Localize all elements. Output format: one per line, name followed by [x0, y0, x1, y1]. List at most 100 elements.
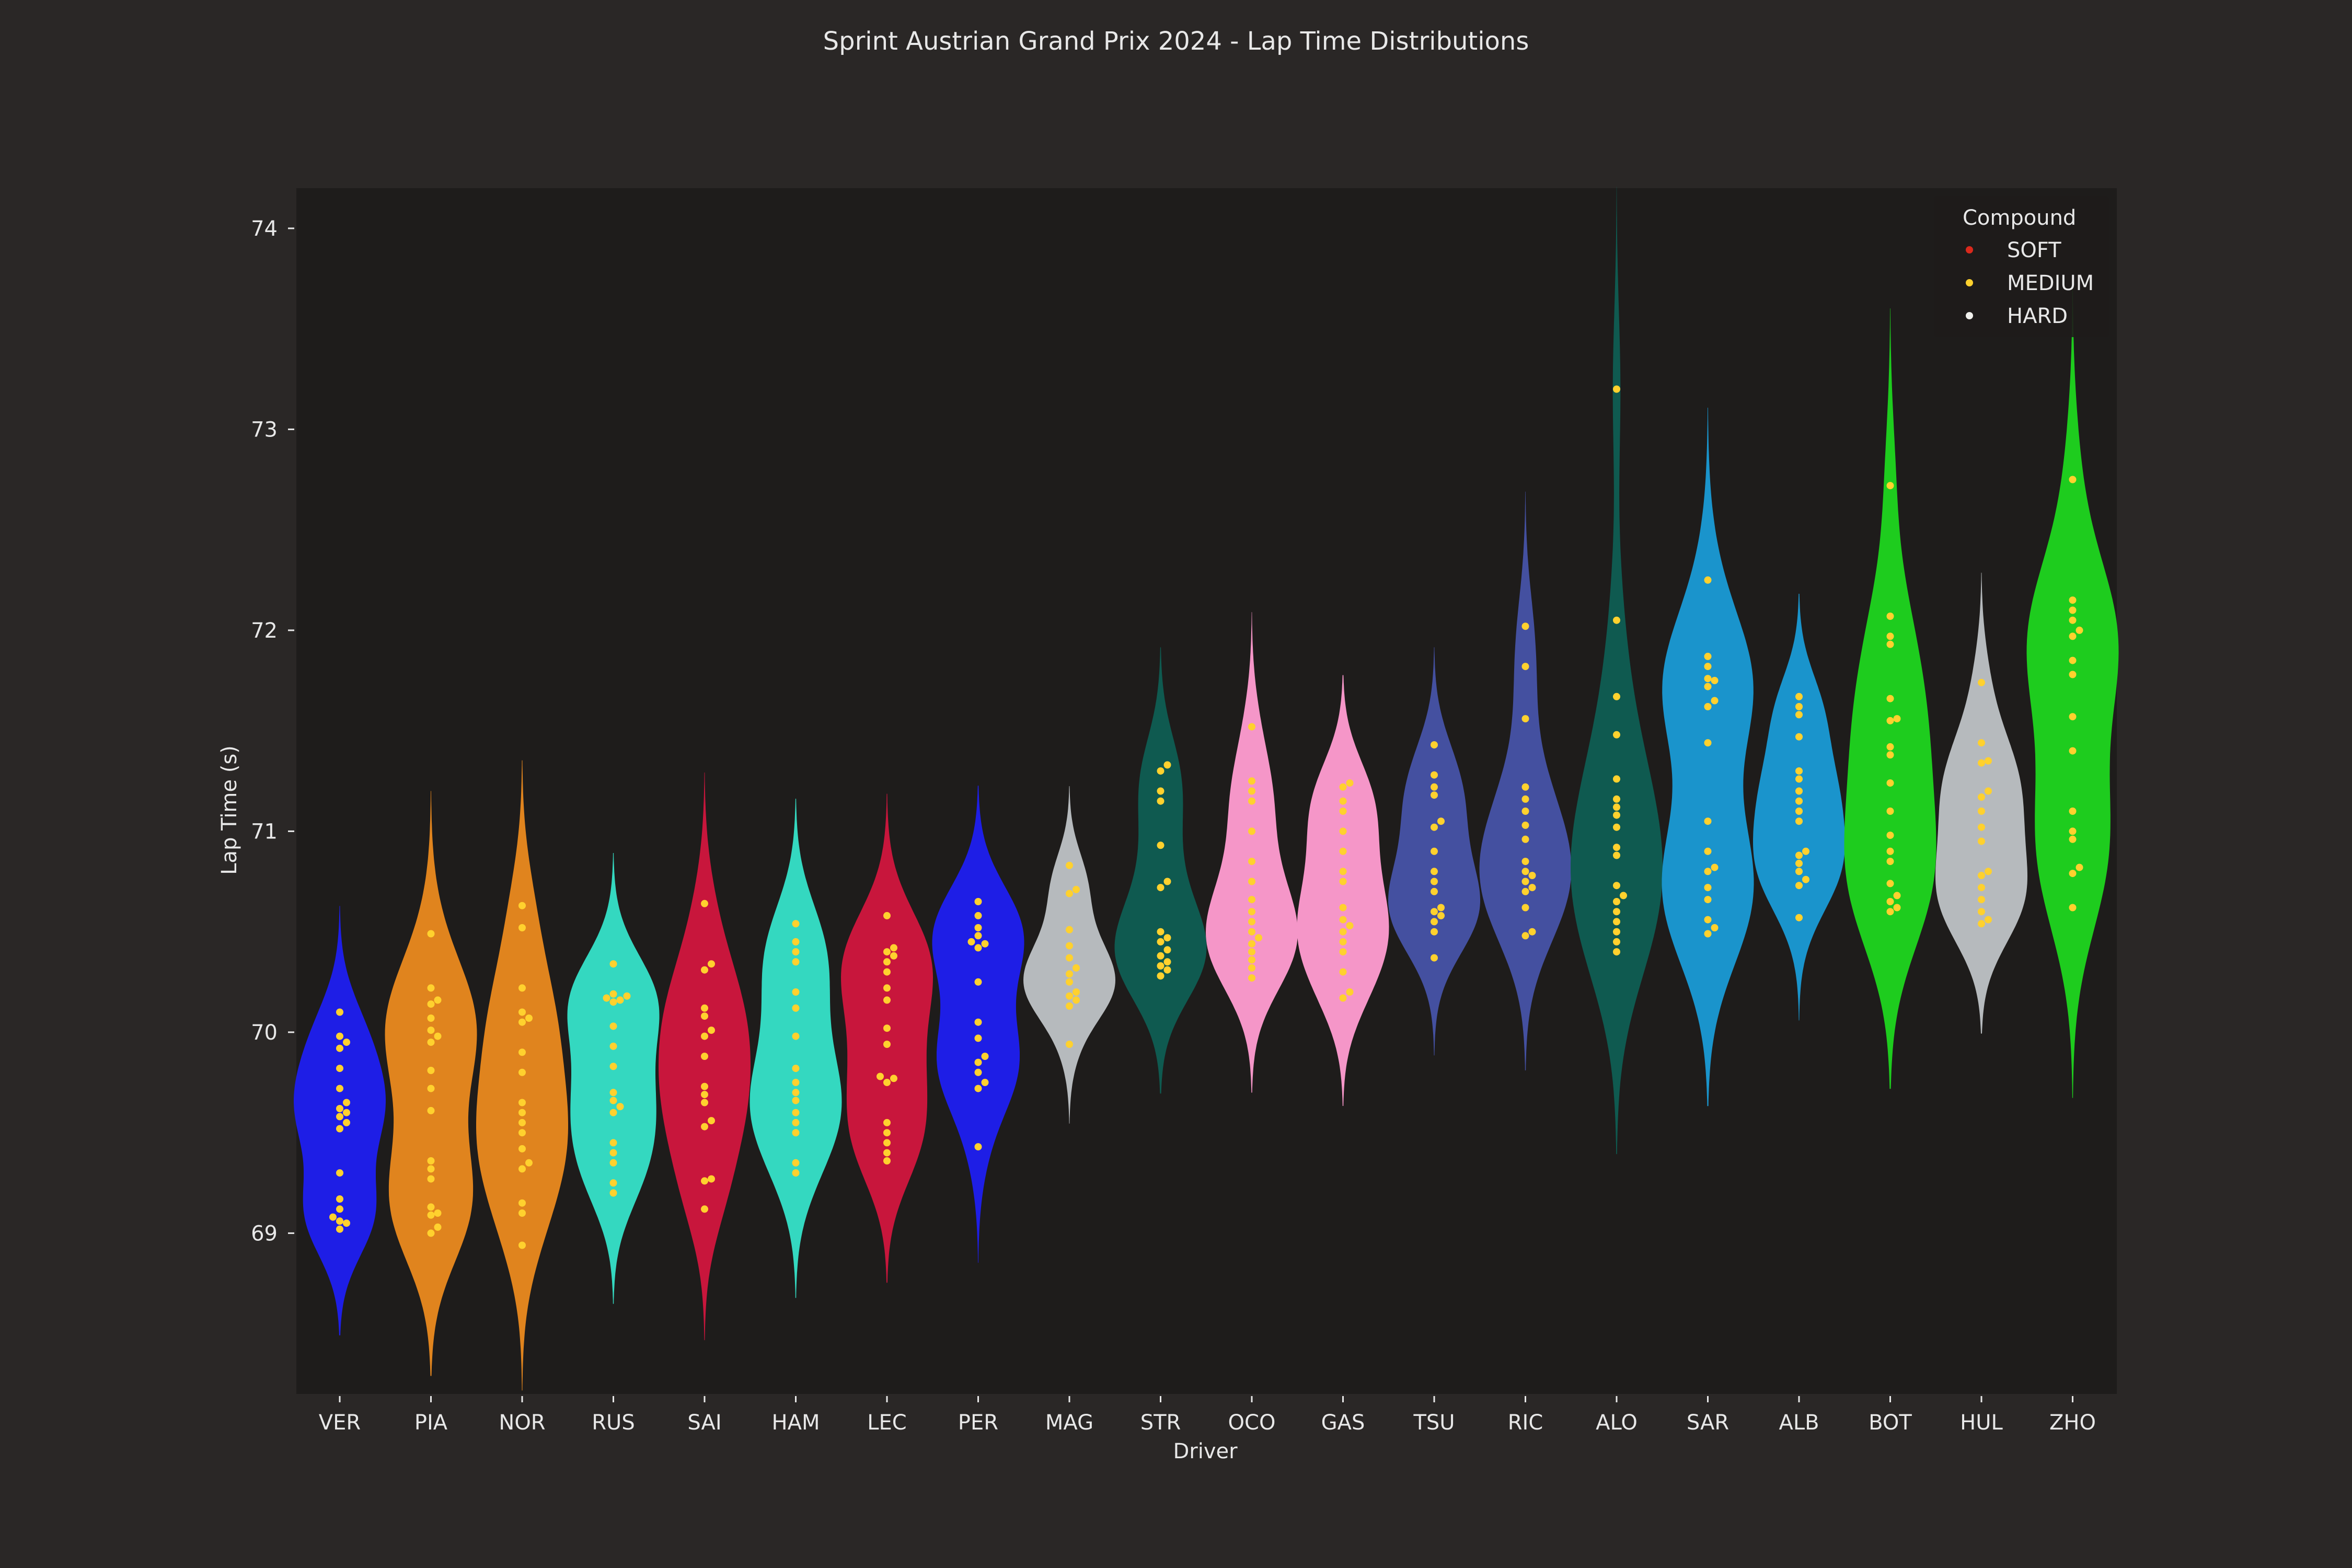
lap-point [1431, 823, 1438, 831]
lap-point [1157, 972, 1165, 980]
violin-rus [567, 853, 660, 1304]
lap-point [336, 1125, 343, 1133]
lap-point [1978, 678, 1985, 686]
lap-point [1157, 841, 1165, 849]
lap-point [427, 984, 435, 992]
lap-point [1437, 904, 1445, 912]
lap-point [427, 1175, 435, 1183]
lap-point [1248, 878, 1255, 885]
lap-point [1431, 868, 1438, 875]
lap-point [1248, 956, 1255, 964]
lap-point [1704, 817, 1712, 825]
lap-point [708, 1175, 715, 1183]
lap-point [1248, 797, 1255, 805]
lap-point [1431, 928, 1438, 936]
lap-point [427, 1165, 435, 1173]
lap-point [1248, 964, 1255, 972]
lap-point [981, 1079, 989, 1086]
lap-point [981, 1053, 989, 1060]
lap-point [1157, 952, 1165, 960]
lap-point [1346, 988, 1354, 996]
violin-zho [2026, 289, 2119, 1098]
lap-point [427, 1027, 435, 1034]
lap-point [518, 1109, 526, 1116]
lap-point [518, 1048, 526, 1056]
lap-point [1795, 703, 1803, 710]
lap-point [1795, 914, 1803, 921]
lap-point [701, 1032, 708, 1040]
lap-point [1157, 797, 1165, 805]
lap-point [1613, 811, 1620, 819]
lap-point [609, 1149, 617, 1157]
lap-point [2069, 656, 2077, 664]
lap-point [883, 1041, 891, 1048]
lap-point [1886, 898, 1894, 905]
lap-point [2069, 671, 2077, 678]
legend-marker-soft [1966, 246, 1973, 253]
lap-point [883, 1149, 891, 1157]
lap-point [701, 966, 708, 974]
lap-point [1613, 795, 1620, 803]
lap-point [1978, 872, 1985, 879]
lap-point [336, 1225, 343, 1233]
x-tick-label: HAM [772, 1411, 820, 1435]
lap-point [792, 1089, 800, 1097]
lap-point [518, 1199, 526, 1207]
lap-point [1886, 695, 1894, 702]
lap-point [329, 1213, 337, 1221]
lap-point [1795, 787, 1803, 795]
lap-point [1795, 808, 1803, 815]
lap-point [1704, 576, 1712, 584]
lap-point [1157, 884, 1165, 892]
lap-point [343, 1099, 350, 1106]
lap-point [1978, 808, 1985, 815]
lap-point [1886, 482, 1894, 490]
lap-point [701, 1012, 708, 1020]
lap-point [1066, 1041, 1073, 1048]
lap-point [1066, 992, 1073, 1000]
lap-point [1157, 787, 1165, 795]
legend-box [1934, 196, 2109, 337]
lap-point [434, 1223, 442, 1231]
x-tick-label: RIC [1508, 1411, 1543, 1435]
lap-point [883, 958, 891, 966]
y-tick-label: 72 [251, 619, 278, 643]
lap-point [336, 1195, 343, 1203]
lap-point [792, 1119, 800, 1126]
lap-point [1066, 861, 1073, 869]
lap-point [1431, 878, 1438, 885]
lap-point [427, 1039, 435, 1046]
lap-point [1795, 775, 1803, 783]
lap-point [1802, 875, 1809, 883]
x-tick-label: MAG [1045, 1411, 1093, 1435]
lap-point [1431, 783, 1438, 791]
lap-point [427, 1211, 435, 1219]
lap-point [1066, 954, 1073, 962]
lap-point [609, 1097, 617, 1104]
lap-point [883, 968, 891, 976]
lap-point [1437, 912, 1445, 919]
lap-point [1073, 996, 1080, 1004]
lap-point [1248, 827, 1255, 835]
lap-point [883, 984, 891, 992]
lap-point [609, 1159, 617, 1167]
x-axis-title: Driver [1173, 1439, 1238, 1463]
lap-point [1528, 884, 1536, 892]
lap-point [1795, 851, 1803, 859]
lap-point [1704, 847, 1712, 855]
lap-point [792, 1079, 800, 1086]
lap-point [1704, 652, 1712, 660]
violin-pia [385, 791, 477, 1376]
lap-point [609, 1042, 617, 1050]
lap-point [1157, 938, 1165, 946]
lap-point [1066, 926, 1073, 933]
lap-point [1613, 918, 1620, 926]
lap-point [974, 924, 982, 931]
lap-point [343, 1109, 350, 1116]
lap-point [427, 1000, 435, 1008]
lap-point [1248, 928, 1255, 936]
legend-title: Compound [1963, 206, 2076, 230]
lap-point [1521, 795, 1529, 803]
lap-point [1073, 885, 1080, 893]
lap-point [1704, 675, 1712, 683]
